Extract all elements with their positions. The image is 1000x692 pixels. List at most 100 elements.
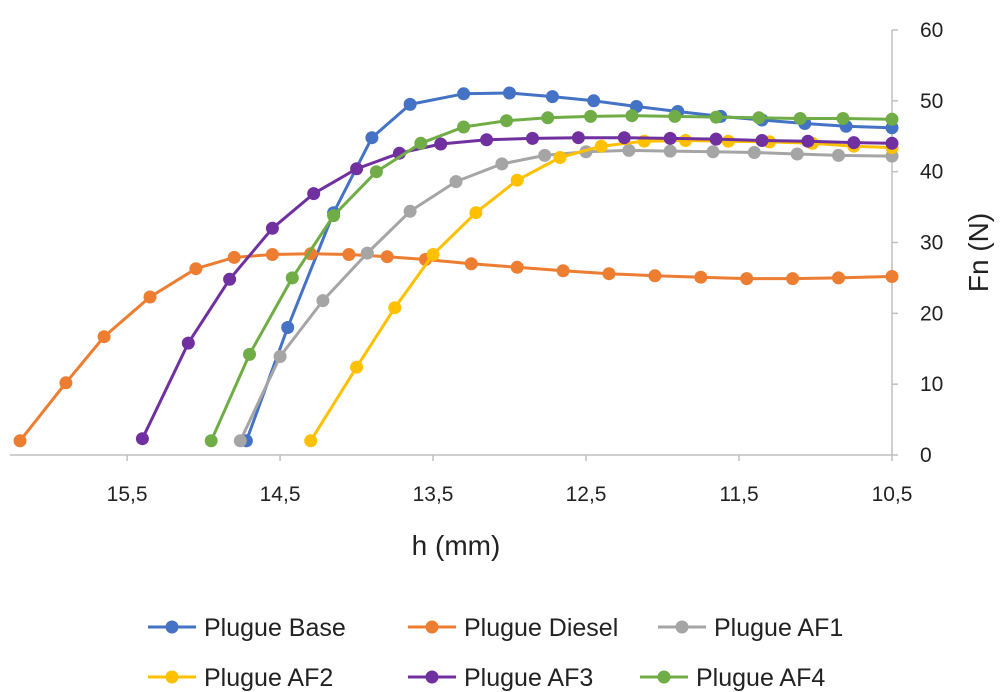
data-point [709, 132, 723, 146]
data-point [285, 271, 299, 285]
x-tick-label: 15,5 [107, 483, 148, 506]
legend-label: Plugue Base [204, 614, 346, 642]
data-point [553, 151, 567, 164]
legend-swatch-marker [165, 620, 179, 634]
data-point [350, 360, 364, 374]
data-point [584, 109, 598, 123]
series-plugue-diesel [13, 247, 899, 448]
data-point [273, 350, 287, 363]
legend-item: Plugue AF4 [640, 664, 825, 692]
data-point [832, 271, 845, 285]
data-point [281, 321, 295, 334]
axes: 15,5 14,5 13,5 12,5 11,5 10,5 0 10 20 30 40 50 60 [10, 19, 943, 506]
legend-label: Plugue AF3 [464, 664, 593, 692]
data-point [369, 165, 383, 179]
series-plugue-af3 [135, 131, 899, 446]
data-point [495, 157, 509, 171]
data-point [541, 111, 555, 125]
legend-swatch-marker [675, 620, 689, 634]
legend-item: Plugue AF1 [658, 614, 843, 642]
legend-swatch-marker [425, 620, 439, 634]
legend-item: Plugue AF2 [148, 664, 333, 692]
data-point [223, 272, 237, 286]
y-tick-label: 20 [920, 302, 943, 325]
data-point [793, 112, 807, 125]
data-point [538, 148, 552, 162]
legend-swatch-marker [165, 670, 179, 684]
data-point [545, 90, 559, 104]
data-point [143, 290, 157, 304]
data-point [426, 248, 440, 261]
series-plugue-af4 [204, 109, 899, 448]
x-tick-label: 11,5 [719, 483, 758, 506]
data-point [500, 114, 513, 128]
data-point [663, 144, 677, 158]
y-tick-label: 50 [920, 90, 943, 113]
y-axis-ticks: 0 10 20 30 40 50 60 [892, 19, 943, 467]
data-point [480, 133, 494, 147]
data-point [663, 131, 677, 145]
legend-item: Plugue Diesel [408, 614, 618, 642]
data-point [97, 330, 111, 344]
data-point [388, 301, 402, 315]
y-tick-label: 30 [920, 232, 943, 255]
data-point [181, 336, 195, 350]
series-layer [13, 86, 899, 448]
data-point [594, 139, 608, 153]
data-point [622, 143, 636, 157]
legend-swatch-marker [657, 670, 671, 684]
data-point [13, 434, 27, 448]
x-tick-label: 12,5 [566, 483, 607, 506]
data-point [350, 162, 364, 176]
data-point [316, 294, 330, 308]
data-point [617, 131, 631, 145]
data-point [847, 136, 861, 150]
series-plugue-af1 [233, 143, 899, 448]
series-line [309, 139, 893, 442]
data-point [265, 221, 279, 235]
data-point [668, 109, 682, 123]
data-point [885, 112, 899, 126]
data-point [189, 262, 203, 276]
data-point [832, 148, 845, 162]
data-point [648, 269, 662, 283]
data-point [752, 111, 766, 125]
series-plugue-af2 [304, 134, 899, 448]
data-point [709, 110, 723, 124]
data-point [59, 376, 73, 390]
data-point [414, 136, 428, 150]
y-tick-label: 40 [920, 161, 943, 184]
data-point [380, 250, 394, 264]
data-point [403, 97, 417, 111]
data-point [625, 109, 639, 123]
data-point [679, 134, 692, 147]
legend-label: Plugue AF2 [204, 664, 333, 692]
data-point [747, 146, 761, 159]
data-point [706, 145, 720, 159]
x-axis-title: h (mm) [412, 530, 501, 561]
data-point [457, 87, 471, 101]
data-point [571, 131, 585, 145]
legend-item: Plugue AF3 [408, 664, 593, 692]
data-point [885, 270, 899, 283]
data-point [457, 120, 471, 134]
data-point [587, 94, 601, 108]
series-line [238, 148, 893, 442]
series-line [18, 252, 893, 442]
data-point [342, 248, 356, 261]
y-axis-title: Fn (N) [963, 213, 994, 292]
series-line [141, 136, 893, 440]
data-point [469, 206, 483, 220]
series-line [244, 91, 893, 442]
data-point [449, 175, 463, 189]
data-point [265, 248, 279, 261]
x-tick-label: 13,5 [413, 483, 454, 506]
x-tick-label: 10,5 [872, 483, 913, 506]
data-point [360, 246, 374, 260]
legend-swatch-marker [425, 670, 439, 684]
data-point [365, 131, 379, 145]
legend-item: Plugue Base [148, 614, 346, 642]
data-point [801, 134, 815, 148]
data-point [304, 434, 318, 448]
